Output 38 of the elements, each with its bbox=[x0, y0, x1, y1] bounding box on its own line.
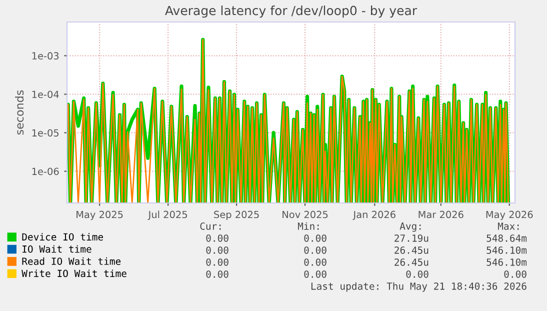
text: Min: bbox=[298, 222, 319, 230]
text: 0.00 bbox=[206, 234, 228, 242]
text: 0.00 bbox=[206, 246, 228, 254]
text: 0.00 bbox=[304, 246, 326, 254]
legend-label: IO Wait time bbox=[22, 245, 92, 253]
x-tick-label: Jan 2026 bbox=[352, 210, 396, 220]
y-axis-title: seconds bbox=[15, 90, 24, 135]
text: 0.00 bbox=[504, 270, 526, 278]
x-tick-label: Sep 2025 bbox=[214, 210, 259, 220]
text: 0.00 bbox=[406, 270, 428, 278]
text: 546.10m bbox=[486, 246, 527, 254]
text: 0.00 bbox=[304, 234, 326, 242]
x-tick-label: May 2026 bbox=[486, 210, 533, 220]
text: 548.64m bbox=[486, 234, 527, 242]
legend-label: Device IO time bbox=[22, 233, 103, 241]
x-tick-label: Nov 2025 bbox=[282, 210, 328, 218]
text: 26.45u bbox=[394, 258, 428, 266]
y-tick-label: 1e-04 bbox=[32, 90, 59, 98]
chart-title: Average latency for /dev/loop0 - by year bbox=[165, 6, 418, 18]
text: 0.00 bbox=[206, 258, 228, 266]
text: 26.45u bbox=[394, 246, 428, 254]
legend-label: Read IO Wait time bbox=[22, 257, 121, 265]
y-tick-label: 1e-06 bbox=[32, 168, 59, 176]
x-tick-label: May 2025 bbox=[76, 210, 123, 220]
text: Max: bbox=[498, 222, 519, 230]
text: 27.19u bbox=[394, 234, 428, 242]
text: 546.10m bbox=[486, 258, 527, 266]
y-tick-label: 1e-05 bbox=[32, 129, 59, 137]
text: 0.00 bbox=[206, 270, 228, 278]
text: Cur: bbox=[200, 222, 221, 230]
x-tick-label: Mar 2026 bbox=[418, 210, 464, 218]
text: Last update: Thu May 21 18:40:36 2026 bbox=[311, 282, 526, 292]
x-tick-label: Jul 2025 bbox=[148, 210, 187, 220]
text: Avg: bbox=[400, 222, 421, 232]
text: 0.00 bbox=[304, 258, 326, 266]
y-tick-label: 1e-03 bbox=[32, 52, 59, 60]
legend-label: Write IO Wait time bbox=[22, 270, 126, 278]
text: 0.00 bbox=[304, 270, 326, 278]
